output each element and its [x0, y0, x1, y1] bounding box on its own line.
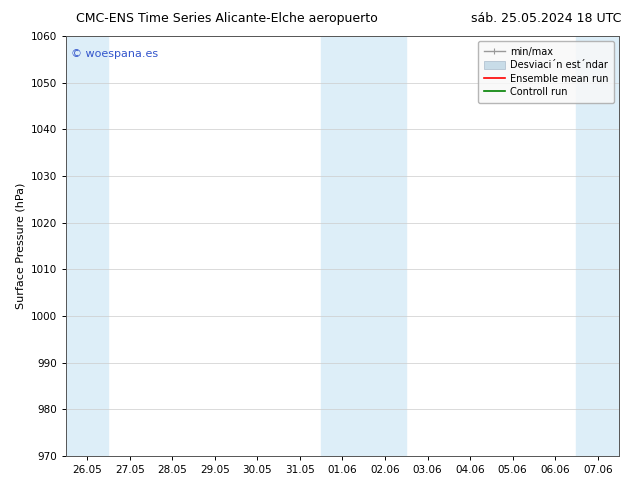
- Text: sáb. 25.05.2024 18 UTC: sáb. 25.05.2024 18 UTC: [471, 12, 621, 25]
- Text: © woespana.es: © woespana.es: [72, 49, 158, 59]
- Y-axis label: Surface Pressure (hPa): Surface Pressure (hPa): [15, 183, 25, 309]
- Legend: min/max, Desviaci´n est´ndar, Ensemble mean run, Controll run: min/max, Desviaci´n est´ndar, Ensemble m…: [478, 41, 614, 103]
- Text: CMC-ENS Time Series Alicante-Elche aeropuerto: CMC-ENS Time Series Alicante-Elche aerop…: [76, 12, 378, 25]
- Bar: [576, 36, 619, 456]
- Bar: [321, 36, 406, 456]
- Bar: [66, 36, 108, 456]
